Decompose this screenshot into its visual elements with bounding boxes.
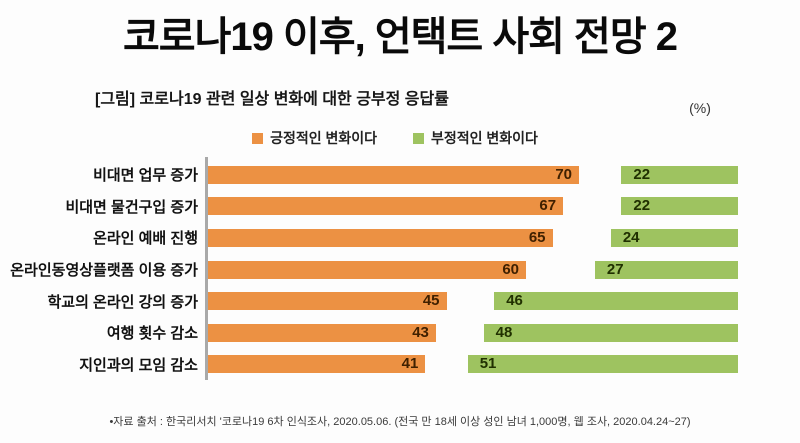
positive-value: 70 [555,165,572,183]
chart-row: 온라인동영상플랫폼 이용 증가 60 27 [0,254,800,286]
negative-value: 22 [633,197,651,215]
plot-area: 70 22 [208,165,738,184]
category-label: 온라인 예배 진행 [93,230,198,248]
category-label: 지인과의 모임 감소 [79,356,198,374]
plot-area: 65 24 [208,228,738,247]
chart-row: 지인과의 모임 감소 41 51 [0,349,800,381]
category-label: 비대면 물건구입 증가 [65,198,198,216]
plot-area: 41 51 [208,355,738,374]
category-label: 온라인동영상플랫폼 이용 증가 [10,262,198,280]
plot-area: 60 27 [208,260,738,279]
plot-area: 45 46 [208,292,738,311]
unit-label: (%) [689,100,711,116]
legend-label-negative: 부정적인 변화이다 [431,130,538,146]
negative-bar: 22 [621,197,738,216]
chart-row: 온라인 예배 진행 65 24 [0,222,800,254]
chart-row: 학교의 온라인 강의 증가 45 46 [0,285,800,317]
legend-item-positive: 긍정적인 변화이다 [252,128,377,148]
positive-value: 41 [401,355,419,373]
category-label: 여행 횟수 감소 [106,325,198,343]
positive-value: 65 [528,228,546,246]
legend-label-positive: 긍정적인 변화이다 [270,130,377,146]
positive-value: 43 [412,323,429,341]
negative-value: 27 [606,260,624,278]
negative-bar: 48 [483,323,738,342]
y-axis-line [205,157,208,380]
negative-value: 22 [633,165,651,183]
negative-bar: 24 [610,228,738,247]
chart-row: 여행 횟수 감소 43 48 [0,317,800,349]
chart-legend: 긍정적인 변화이다 부정적인 변화이다 [0,128,790,148]
negative-bar: 46 [494,292,738,311]
source-note: •자료 출처 : 한국리서치 '코로나19 6차 인식조사, 2020.05.0… [109,416,691,428]
chart-row: 비대면 업무 증가 70 22 [0,159,800,191]
negative-bar: 27 [594,260,738,279]
positive-bar: 41 [208,355,426,374]
negative-bar: 22 [621,165,738,184]
positive-bar: 45 [208,292,447,311]
page-title: 코로나19 이후, 언택트 사회 전망 2 [122,15,678,59]
plot-area: 67 22 [208,197,738,216]
category-label: 학교의 온라인 강의 증가 [47,293,198,311]
positive-bar: 70 [208,165,579,184]
positive-value: 45 [422,292,440,310]
figure-caption: [그림] 코로나19 관련 일상 변화에 대한 긍부정 응답률 [95,91,449,108]
chart-row: 비대면 물건구입 증가 67 22 [0,191,800,223]
negative-value: 51 [479,355,497,373]
negative-value: 46 [506,292,523,310]
negative-value: 48 [495,323,513,341]
positive-bar: 43 [208,323,436,342]
negative-value: 24 [622,228,640,246]
plot-area: 43 48 [208,323,738,342]
chart-rows: 비대면 업무 증가 70 22 비대면 물건구입 증가 67 22 온라인 예배 진행 65 2… [0,159,800,380]
positive-bar: 65 [208,228,553,247]
category-label: 비대면 업무 증가 [93,167,198,185]
legend-item-negative: 부정적인 변화이다 [413,128,538,148]
positive-legend-swatch [252,132,264,144]
negative-bar: 51 [467,355,738,374]
positive-bar: 60 [208,260,526,279]
positive-value: 67 [539,197,557,215]
negative-legend-swatch [413,132,424,144]
positive-value: 60 [502,260,519,278]
positive-bar: 67 [208,197,564,216]
